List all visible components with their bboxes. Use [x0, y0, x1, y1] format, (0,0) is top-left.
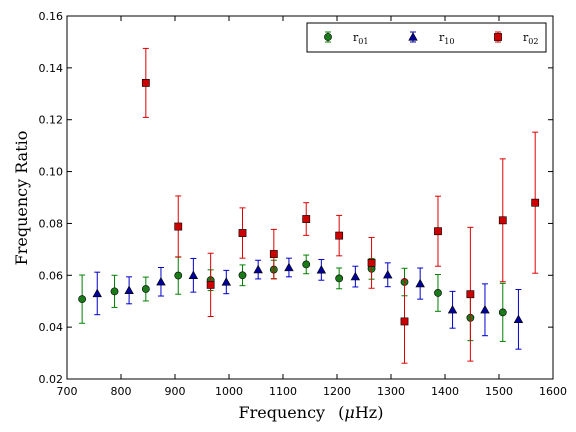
data-point: [188, 270, 199, 279]
legend-box: [306, 22, 547, 53]
x-axis-title: Frequency (μHz): [239, 403, 384, 422]
data-point: [174, 271, 183, 280]
data-point: [447, 304, 458, 314]
y-axis-title: Frequency Ratio: [12, 131, 31, 266]
x-tick-label: 1200: [323, 385, 351, 398]
legend-marker: [324, 33, 332, 41]
x-axis-title-unit-prefix: (: [338, 403, 344, 422]
data-point: [466, 290, 475, 299]
data-point: [238, 271, 247, 280]
data-point: [316, 265, 327, 274]
x-axis-title-unit-rest: Hz): [355, 403, 384, 422]
series-10: [92, 257, 524, 350]
legend-label-subscript: 02: [528, 37, 538, 46]
y-tick-label: 0.14: [39, 62, 64, 75]
legend-label-base: r: [523, 31, 529, 44]
data-point: [513, 314, 524, 324]
x-axis-title-main: Frequency: [239, 403, 326, 422]
legend-label: r10: [439, 31, 454, 46]
y-tick-label: 0.10: [39, 166, 64, 179]
y-tick-label: 0.08: [39, 217, 64, 230]
data-point: [335, 231, 344, 240]
x-axis-ticks: 700 800 900 1000 1100 1200 1300 1400 1500 1600: [57, 16, 567, 398]
x-axis-title-unit-mu: μ: [344, 403, 354, 422]
legend-label-subscript: 01: [358, 37, 368, 46]
legend-label-base: r: [353, 31, 359, 44]
y-tick-label: 0.16: [39, 10, 64, 23]
data-point: [141, 285, 150, 293]
legend-label-subscript: 10: [444, 37, 454, 46]
data-point: [92, 288, 102, 298]
data-point: [110, 287, 119, 296]
legend: r01 r10 r02: [306, 22, 547, 53]
data-point: [253, 264, 263, 274]
data-point: [156, 276, 166, 286]
data-point: [78, 295, 87, 304]
data-point: [498, 308, 507, 317]
data-point: [302, 215, 311, 223]
data-point: [400, 317, 409, 326]
data-point: [206, 280, 215, 289]
legend-label: r02: [523, 31, 538, 46]
data-point: [434, 227, 442, 236]
x-tick-label: 1300: [377, 385, 405, 398]
data-point: [238, 229, 247, 237]
data-point: [141, 78, 150, 87]
data-point: [284, 262, 294, 272]
data-point: [174, 222, 183, 231]
x-tick-label: 900: [165, 385, 186, 398]
legend-marker: [494, 33, 502, 41]
data-point: [302, 260, 311, 269]
data-point: [480, 304, 490, 314]
x-tick-label: 1100: [269, 385, 297, 398]
data-marks: [78, 47, 540, 364]
y-axis-ticks: 0.02 0.04 0.06 0.08 0.10 0.12 0.14 0.16: [39, 10, 553, 386]
legend-label: r01: [353, 31, 368, 46]
x-tick-label: 1000: [215, 385, 243, 398]
data-point: [531, 198, 540, 207]
data-point: [434, 289, 442, 297]
x-tick-label: 1600: [539, 385, 567, 398]
x-tick-label: 1500: [485, 385, 513, 398]
x-tick-label: 1400: [431, 385, 459, 398]
y-tick-label: 0.06: [39, 269, 64, 282]
data-point: [383, 269, 393, 279]
x-tick-label: 700: [57, 385, 78, 398]
data-point: [124, 285, 134, 294]
legend-label-base: r: [439, 31, 445, 44]
series-02: [141, 47, 540, 364]
data-point: [335, 274, 344, 283]
y-tick-label: 0.12: [39, 114, 64, 127]
data-point: [221, 277, 232, 286]
data-point: [415, 278, 425, 288]
y-tick-label: 0.04: [39, 321, 64, 334]
data-point: [350, 271, 361, 281]
y-tick-label: 0.02: [39, 373, 64, 386]
plot-frame: [66, 15, 554, 380]
data-point: [269, 250, 278, 258]
legend-marker: [408, 32, 418, 41]
x-tick-label: 800: [111, 385, 132, 398]
data-point: [367, 258, 376, 267]
data-point: [498, 216, 507, 225]
